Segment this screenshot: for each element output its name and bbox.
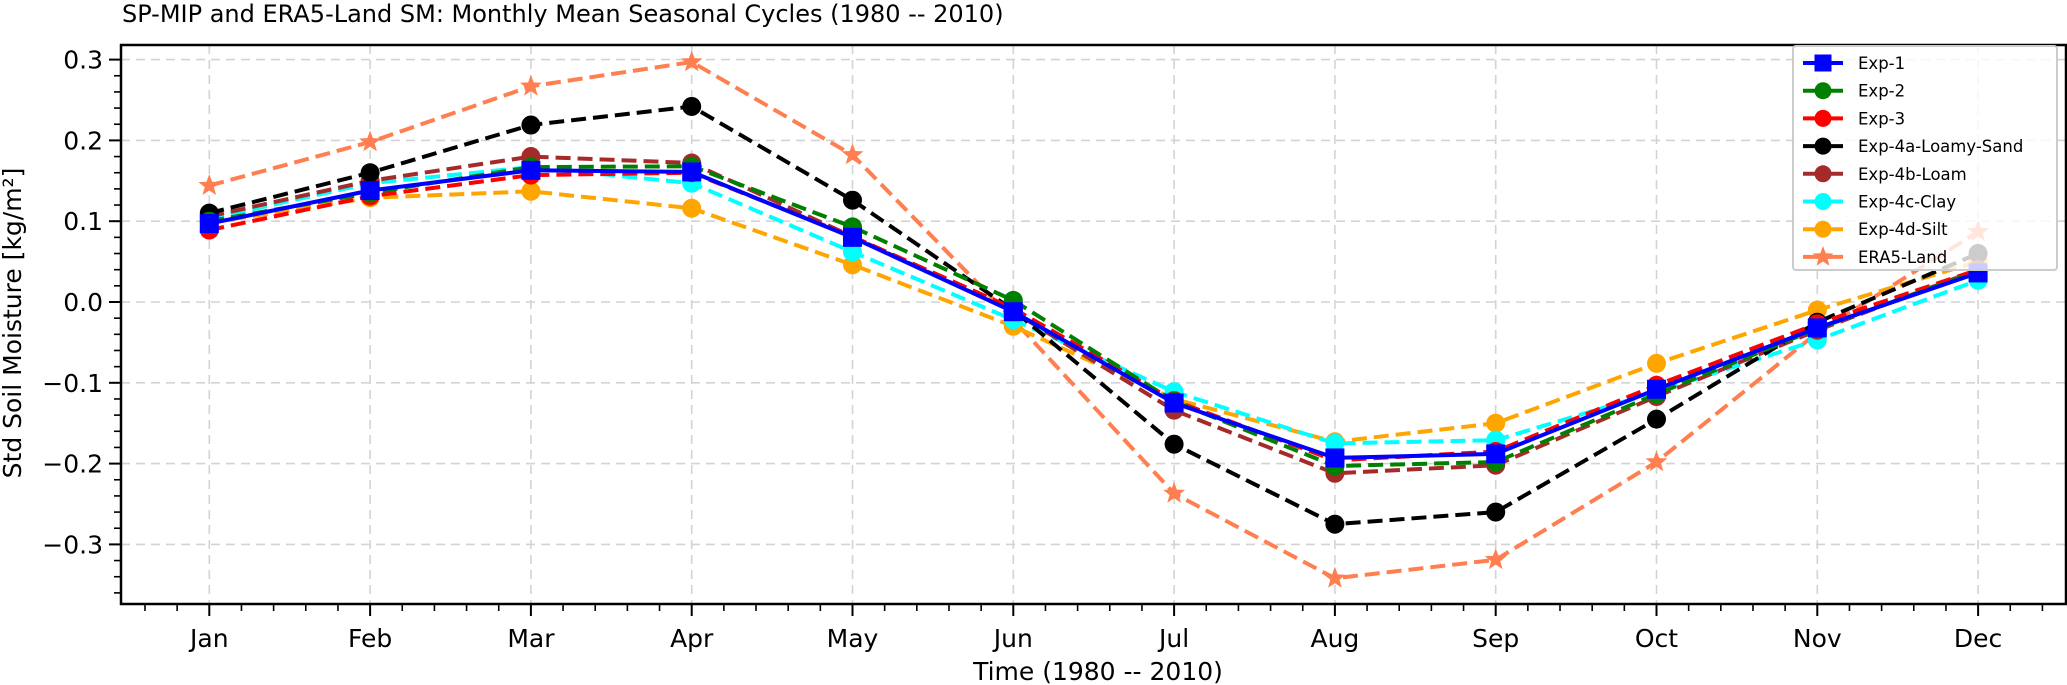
data-point	[1325, 433, 1345, 453]
y-tick-label: 0.2	[63, 126, 103, 155]
x-axis-label: Time (1980 -- 2010)	[972, 657, 1223, 685]
plot-frame	[119, 43, 2067, 606]
y-tick-label: 0.3	[63, 46, 103, 75]
data-point	[680, 50, 703, 72]
y-tick-label: −0.2	[42, 450, 103, 479]
series-layer	[198, 50, 1989, 588]
legend-label: ERA5-Land	[1858, 248, 1947, 267]
x-tick-label: Feb	[348, 624, 392, 653]
series-line	[208, 164, 1979, 468]
data-point	[843, 227, 862, 247]
legend-entry: Exp-4b-Loam	[1803, 165, 1967, 184]
legend-marker-icon	[1812, 246, 1834, 266]
legend-marker-icon	[1814, 137, 1832, 155]
data-point	[521, 160, 541, 180]
legend-label: Exp-4a-Loamy-Sand	[1858, 137, 2023, 156]
y-tick-label: −0.3	[42, 530, 103, 559]
data-point	[360, 163, 380, 183]
data-point	[682, 198, 702, 218]
legend-entry: ERA5-Land	[1803, 246, 1947, 267]
data-point	[1164, 393, 1184, 413]
legend-entry: Exp-3	[1803, 109, 1905, 128]
data-point	[520, 74, 542, 96]
data-point	[1647, 409, 1666, 429]
x-tick-label: Sep	[1472, 624, 1519, 653]
y-tick-label: −0.1	[42, 369, 103, 398]
legend-entry: Exp-4a-Loamy-Sand	[1803, 137, 2023, 156]
series-line	[208, 154, 1979, 476]
data-point	[843, 190, 862, 210]
x-tick-label: Jan	[188, 624, 229, 653]
legend-entry: Exp-4d-Silt	[1803, 220, 1948, 239]
data-point	[1325, 514, 1345, 534]
legend-label: Exp-4b-Loam	[1858, 165, 1967, 184]
x-tick-label: Jun	[992, 624, 1033, 653]
data-point	[199, 214, 219, 234]
data-point	[521, 181, 541, 201]
x-tick-label: Jul	[1157, 624, 1189, 653]
series-line	[208, 104, 1979, 527]
data-point	[1484, 548, 1507, 570]
y-axis-label: Std Soil Moisture [kg/m²]	[0, 168, 27, 479]
data-point	[1645, 450, 1668, 472]
legend-label: Exp-2	[1858, 82, 1905, 101]
data-point	[198, 174, 221, 195]
series-line	[208, 60, 1980, 581]
x-tick-label: May	[827, 624, 879, 653]
x-axis: Jan Feb Mar Apr May Jun Jul Aug Sep Oct Nov Dec	[144, 604, 2044, 653]
y-tick-label: 0.0	[63, 288, 103, 317]
y-tick-label: 0.1	[63, 207, 103, 236]
legend: Exp-1 Exp-2 Exp-3 Exp-4a-Loamy-Sand Exp-4b-L…	[1792, 45, 2058, 271]
y-axis: 0.3 0.2 0.1 0.0 −0.1 −0.2 −0.3	[42, 46, 121, 594]
legend-marker-icon	[1814, 220, 1832, 238]
legend-entry: Exp-2	[1803, 82, 1905, 101]
x-tick-label: Aug	[1310, 624, 1359, 653]
data-point	[1325, 448, 1345, 468]
data-point	[1486, 502, 1506, 522]
data-point	[843, 242, 862, 262]
legend-label: Exp-4d-Silt	[1858, 220, 1948, 239]
legend-label: Exp-3	[1858, 109, 1905, 128]
legend-marker-icon	[1814, 109, 1832, 127]
series-line	[208, 170, 1979, 463]
data-point	[1486, 413, 1506, 433]
data-point	[360, 180, 380, 200]
data-point	[682, 96, 702, 116]
legend-entry: Exp-1	[1803, 54, 1905, 73]
grid	[121, 45, 2066, 604]
x-tick-label: Apr	[670, 624, 714, 653]
data-point	[1647, 353, 1666, 373]
data-point	[841, 143, 864, 165]
legend-marker-icon	[1814, 193, 1832, 210]
data-point	[1486, 444, 1506, 464]
legend-box	[1792, 45, 2058, 271]
data-point	[521, 115, 541, 135]
legend-marker-icon	[1814, 82, 1832, 100]
data-point	[1324, 566, 1346, 588]
legend-marker-icon	[1814, 165, 1832, 183]
data-point	[1163, 482, 1185, 503]
legend-entry: Exp-4c-Clay	[1803, 193, 1956, 212]
series-line	[208, 168, 1979, 460]
x-tick-label: Dec	[1954, 624, 2002, 653]
data-point	[1164, 434, 1184, 454]
data-point	[1807, 318, 1827, 338]
data-point	[1003, 302, 1023, 322]
legend-marker-icon	[1814, 54, 1832, 72]
x-tick-label: Nov	[1793, 624, 1842, 653]
data-point	[682, 162, 702, 182]
x-tick-label: Oct	[1635, 624, 1678, 653]
data-point	[359, 130, 381, 152]
chart-title: SP-MIP and ERA5-Land SM: Monthly Mean Se…	[122, 0, 1004, 28]
legend-label: Exp-4c-Clay	[1858, 193, 1956, 212]
series-exp-1	[199, 160, 1988, 468]
legend-label: Exp-1	[1858, 54, 1905, 73]
x-tick-label: Mar	[507, 624, 555, 653]
data-point	[1647, 379, 1666, 399]
